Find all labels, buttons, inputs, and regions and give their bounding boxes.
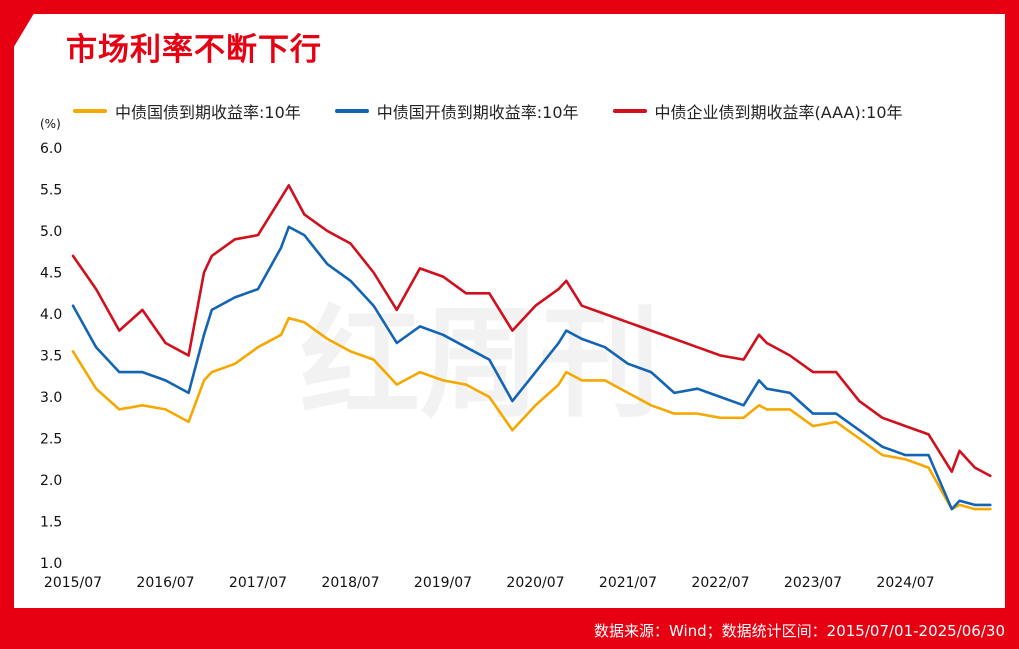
- watermark-logo: 红周刊: [300, 295, 660, 434]
- legend-label-cdb: 中债国开债到期收益率:10年: [376, 103, 579, 122]
- chart-title: 市场利率不断下行: [66, 32, 322, 68]
- x-tick-label: 2016/07: [136, 575, 194, 591]
- x-tick-label: 2019/07: [414, 575, 472, 591]
- series-line-2: [71, 184, 992, 478]
- x-tick-label: 2018/07: [321, 575, 379, 591]
- y-tick-label: 1.0: [40, 556, 62, 572]
- legend-item-corporate: 中债企业债到期收益率(AAA):10年: [612, 99, 903, 123]
- x-tick-label: 2021/07: [599, 575, 657, 591]
- y-tick-label: 4.0: [40, 307, 62, 323]
- x-tick-label: 2015/07: [44, 575, 102, 591]
- y-tick-label: 5.5: [40, 183, 62, 199]
- series-line-1: [71, 225, 992, 511]
- data-source-note: 数据来源：Wind；数据统计区间：2015/07/01-2025/06/30: [593, 622, 1005, 640]
- legend-item-treasury: 中债国债到期收益率:10年: [73, 99, 301, 123]
- y-tick-label: 5.0: [40, 224, 62, 240]
- chart-panel: [14, 14, 1005, 608]
- x-tick-label: 2023/07: [784, 575, 842, 591]
- legend-label-treasury: 中债国债到期收益率:10年: [115, 103, 301, 122]
- legend-label-corporate: 中债企业债到期收益率(AAA):10年: [654, 103, 903, 122]
- y-tick-label: 1.5: [40, 515, 62, 531]
- legend-item-cdb: 中债国开债到期收益率:10年: [334, 99, 579, 123]
- legend: 中债国债到期收益率:10年 中债国开债到期收益率:10年 中债企业债到期收益率(…: [73, 100, 937, 122]
- y-tick-label: 3.0: [40, 390, 62, 406]
- legend-swatch-corporate: [612, 109, 647, 113]
- y-tick-label: 4.5: [40, 266, 62, 282]
- series-line-0: [71, 316, 992, 511]
- x-tick-label: 2020/07: [506, 575, 564, 591]
- legend-swatch-cdb: [334, 109, 369, 113]
- x-tick-label: 2022/07: [691, 575, 749, 591]
- y-unit-label: (%): [40, 117, 61, 131]
- corner-accent: [0, 0, 42, 70]
- x-tick-label: 2017/07: [229, 575, 287, 591]
- y-tick-label: 3.5: [40, 349, 62, 365]
- x-tick-label: 2024/07: [876, 575, 934, 591]
- y-tick-label: 2.5: [40, 432, 62, 448]
- legend-swatch-treasury: [73, 109, 107, 113]
- y-tick-label: 2.0: [40, 473, 62, 489]
- y-tick-label: 6.0: [40, 141, 62, 157]
